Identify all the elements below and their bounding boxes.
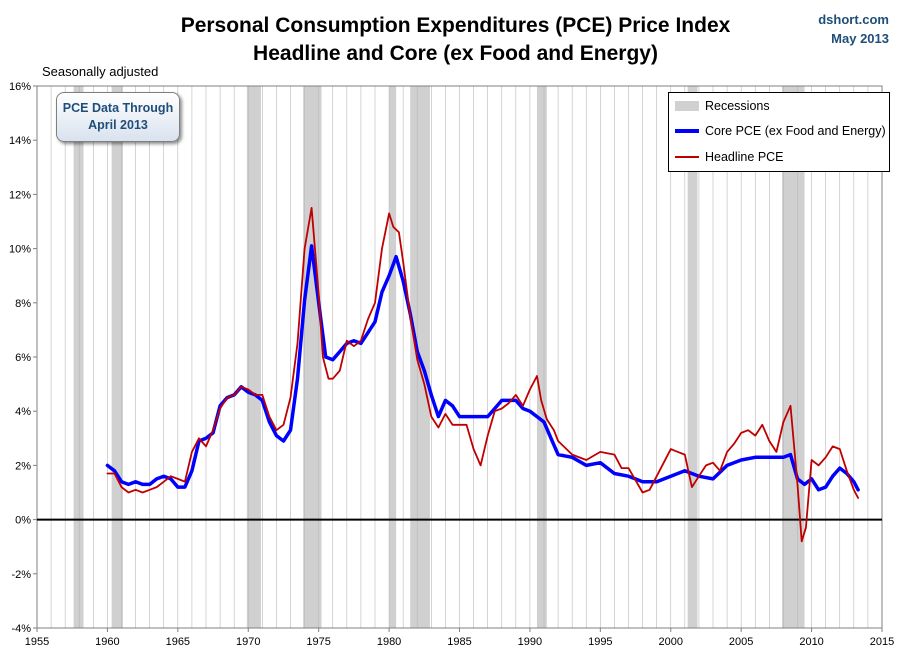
- core-swatch: [675, 129, 699, 133]
- data-through-line2: April 2013: [88, 118, 148, 132]
- x-tick-label: 1985: [447, 636, 471, 648]
- y-tick-label: 16%: [9, 81, 31, 93]
- chart-title-line2: Headline and Core (ex Food and Energy): [253, 42, 658, 65]
- series-lines: [105, 206, 860, 543]
- y-tick-label: 8%: [15, 298, 31, 310]
- y-tick-label: -4%: [11, 623, 31, 635]
- chart-title-line1: Personal Consumption Expenditures (PCE) …: [180, 14, 731, 37]
- date-label: May 2013: [831, 31, 889, 46]
- x-tick-label: 1965: [166, 636, 190, 648]
- x-tick-label: 1980: [377, 636, 401, 648]
- y-tick-label: 14%: [9, 135, 31, 147]
- headline-pce-line: [106, 206, 859, 543]
- axes: -4% -2% 0% 2% 4% 6% 8% 10% 12% 14% 16% 1955 1960 1965…: [9, 81, 894, 648]
- x-tick-label: 1955: [25, 636, 49, 648]
- y-tick-label: 0%: [15, 515, 31, 527]
- recession-band-2: [246, 86, 261, 628]
- y-tick-label: 4%: [15, 406, 31, 418]
- x-tick-label: 2010: [799, 636, 823, 648]
- recession-swatch: [675, 101, 699, 111]
- x-tick-label: 1960: [95, 636, 119, 648]
- headline-swatch: [675, 156, 699, 158]
- recession-band-7: [687, 86, 698, 628]
- seasonally-adjusted-note: Seasonally adjusted: [42, 64, 159, 79]
- x-tick-label: 2000: [659, 636, 683, 648]
- recession-band-4: [389, 86, 397, 628]
- x-tick-label: 2005: [729, 636, 753, 648]
- x-tick-label: 1975: [306, 636, 330, 648]
- gridlines: [50, 86, 869, 628]
- legend-item-core: Core PCE (ex Food and Energy): [675, 122, 886, 140]
- data-through-line1: PCE Data Through: [62, 101, 174, 115]
- data-through-box: PCE Data Through April 2013: [56, 92, 180, 142]
- recession-band-3: [303, 86, 322, 628]
- x-tick-label: 2015: [870, 636, 894, 648]
- y-tick-label: 2%: [15, 460, 31, 472]
- recession-band-1: [111, 86, 123, 628]
- legend-item-recessions: Recessions: [675, 97, 770, 115]
- y-tick-label: 6%: [15, 352, 31, 364]
- y-tick-label: 10%: [9, 244, 31, 256]
- recession-band-6: [536, 86, 547, 628]
- legend-item-headline: Headline PCE: [675, 148, 784, 166]
- source-label: dshort.com: [818, 12, 889, 27]
- legend-label-recessions: Recessions: [705, 99, 770, 113]
- x-tick-label: 1970: [236, 636, 260, 648]
- x-tick-label: 1995: [588, 636, 612, 648]
- legend: Recessions Core PCE (ex Food and Energy)…: [668, 92, 890, 172]
- x-tick-label: 1990: [518, 636, 542, 648]
- legend-label-headline: Headline PCE: [705, 150, 784, 164]
- y-tick-label: -2%: [11, 569, 31, 581]
- recession-band-0: [73, 86, 84, 628]
- legend-label-core: Core PCE (ex Food and Energy): [705, 124, 886, 138]
- y-tick-label: 12%: [9, 189, 31, 201]
